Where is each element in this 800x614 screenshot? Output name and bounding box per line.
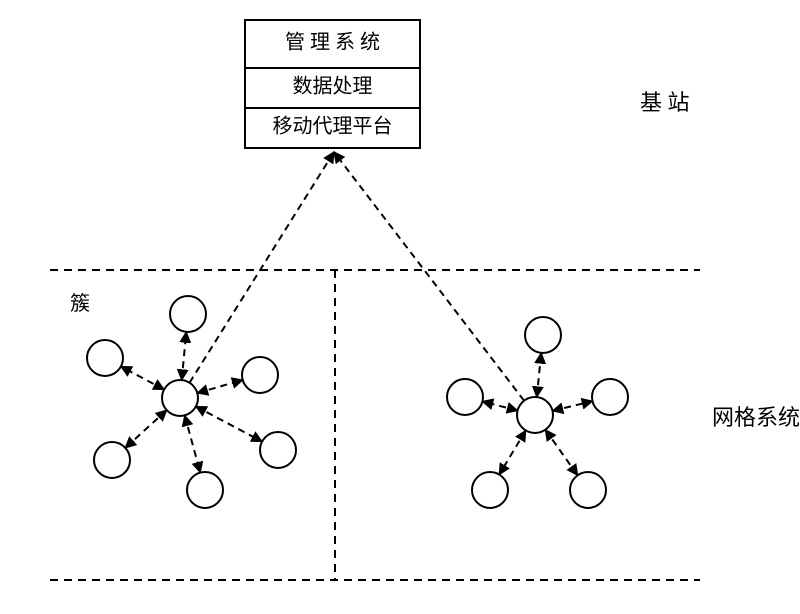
uplink-edge (334, 152, 524, 401)
cluster-center-node (162, 380, 198, 416)
cluster-edge (121, 366, 164, 389)
cluster-node (592, 379, 628, 415)
cluster-edge (499, 430, 525, 474)
cluster-node (87, 340, 123, 376)
cluster-node (170, 296, 206, 332)
cluster-center-node (517, 397, 553, 433)
cluster-edge (196, 406, 262, 441)
cluster-edge (545, 430, 577, 476)
cluster-edge (125, 410, 166, 448)
box-cell-label: 数据处理 (293, 75, 373, 98)
uplink-edge (190, 152, 334, 383)
cluster-node (525, 317, 561, 353)
cluster-node (187, 472, 223, 508)
cluster-node (570, 472, 606, 508)
cluster-edge (537, 353, 541, 397)
label-grid-system: 网格系统 (712, 405, 800, 430)
cluster-edge (197, 380, 242, 393)
cluster-edge (482, 401, 517, 410)
cluster-node (447, 379, 483, 415)
cluster-edge (182, 332, 187, 380)
box-cell-label: 管 理 系 统 (285, 31, 380, 54)
cluster-edge (185, 415, 201, 472)
cluster-node (472, 472, 508, 508)
box-cell-label: 移动代理平台 (273, 115, 393, 138)
cluster-edge (553, 401, 593, 411)
cluster-node (260, 432, 296, 468)
label-base-station: 基 站 (640, 90, 690, 115)
cluster-node (94, 442, 130, 478)
label-cluster: 簇 (70, 292, 90, 315)
cluster-node (242, 357, 278, 393)
